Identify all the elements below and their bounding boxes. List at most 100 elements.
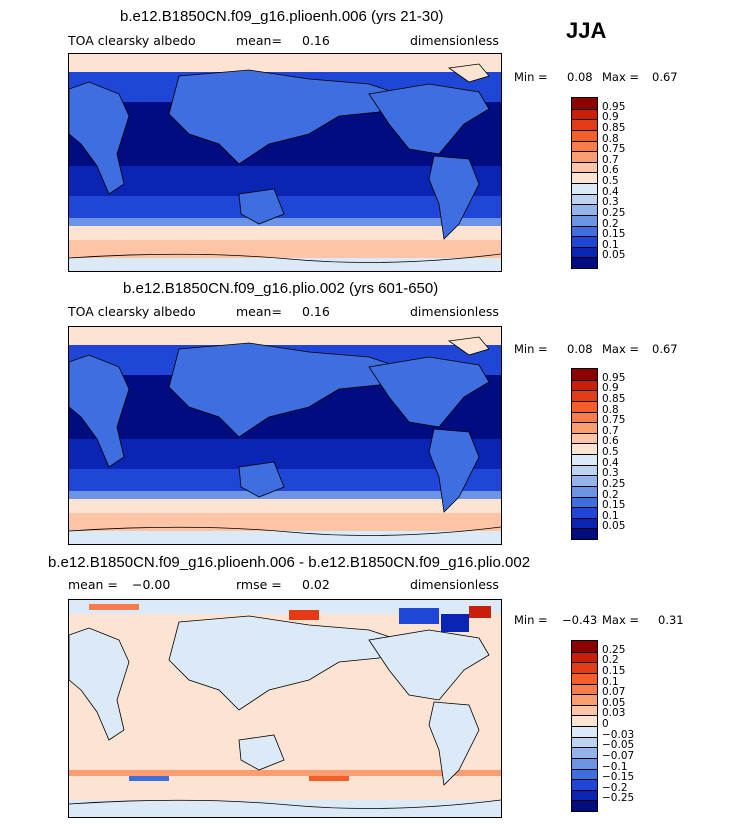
colorbar-swatch	[572, 454, 597, 465]
colorbar-swatch	[572, 651, 597, 663]
colorbar-tick-label: 0	[602, 718, 609, 730]
colorbar-swatch	[572, 257, 597, 268]
colorbar-swatch	[572, 736, 597, 748]
colorbar-swatch	[572, 715, 597, 726]
panel2-mean-label: mean=	[236, 304, 282, 319]
colorbar-swatch	[572, 475, 597, 486]
colorbar-swatch	[572, 151, 597, 162]
colorbar-swatch	[572, 225, 597, 237]
colorbar-tick-label: 0.25	[602, 206, 626, 219]
panel2-colorbar	[571, 368, 598, 540]
colorbar-tick-label: 0.7	[602, 153, 619, 166]
colorbar-swatch	[572, 517, 597, 529]
colorbar-tick-label: −0.05	[602, 739, 635, 752]
colorbar-swatch	[572, 747, 597, 758]
colorbar-tick-label: 0.9	[602, 111, 619, 124]
colorbar-tick-label: 0.05	[602, 520, 626, 533]
colorbar-swatch	[572, 443, 597, 454]
colorbar-tick-label: 0.15	[602, 499, 626, 512]
panel2-variable: TOA clearsky albedo	[68, 304, 196, 319]
colorbar-tick-label: 0.1	[602, 238, 619, 251]
colorbar-tick-label: 0.15	[602, 228, 626, 241]
panel3-mean-label: mean =	[68, 577, 118, 592]
panel1-colorbar	[571, 97, 598, 269]
colorbar-tick-label: 0.85	[602, 392, 626, 405]
colorbar-swatch	[572, 528, 597, 539]
colorbar-tick-label: 0.6	[602, 435, 619, 448]
colorbar-swatch	[572, 641, 597, 652]
colorbar-swatch	[572, 369, 597, 380]
colorbar-tick-label: 0.03	[602, 707, 626, 720]
colorbar-tick-label: 0.95	[602, 100, 626, 113]
colorbar-swatch	[572, 507, 597, 518]
colorbar-swatch	[572, 400, 597, 412]
colorbar-swatch	[572, 432, 597, 444]
colorbar-swatch	[572, 379, 597, 391]
colorbar-tick-label: 0.5	[602, 175, 619, 187]
panel3-title: b.e12.B1850CN.f09_g16.plioenh.006 - b.e1…	[48, 554, 531, 571]
colorbar-tick-label: 0.2	[602, 654, 619, 667]
colorbar-swatch	[572, 390, 597, 401]
panel3-max-label: Max =	[602, 613, 640, 627]
panel2-map	[68, 326, 502, 545]
panel3-min-value: −0.43	[562, 613, 598, 627]
panel1-variable: TOA clearsky albedo	[68, 33, 196, 48]
panel2-units: dimensionless	[410, 304, 499, 319]
panel3-min-label: Min =	[514, 613, 548, 627]
colorbar-tick-label: −0.03	[602, 728, 635, 741]
colorbar-tick-label: 0.07	[602, 686, 626, 699]
panel3-map	[68, 599, 502, 818]
colorbar-swatch	[572, 464, 597, 476]
colorbar-swatch	[572, 236, 597, 247]
panel1-max-label: Max =	[602, 70, 640, 84]
panel2-title: b.e12.B1850CN.f09_g16.plio.002 (yrs 601-…	[123, 280, 439, 297]
panel3-rmse-value: 0.02	[302, 577, 330, 592]
colorbar-tick-label: −0.07	[602, 749, 635, 762]
colorbar-tick-label: 0.85	[602, 121, 626, 134]
colorbar-swatch	[572, 704, 597, 716]
panel1-min-value: 0.08	[567, 70, 593, 84]
colorbar-tick-label: 0.95	[602, 371, 626, 384]
colorbar-swatch	[572, 496, 597, 508]
colorbar-tick-label: 0.25	[602, 477, 626, 490]
colorbar-tick-label: 0.2	[602, 488, 619, 501]
colorbar-swatch	[572, 779, 597, 790]
colorbar-tick-label: 0.9	[602, 382, 619, 395]
colorbar-tick-label: 0.8	[602, 403, 619, 416]
colorbar-swatch	[572, 662, 597, 673]
panel2-min-value: 0.08	[567, 342, 593, 356]
colorbar-swatch	[572, 161, 597, 173]
panel2-max-value: 0.67	[652, 342, 678, 356]
colorbar-swatch	[572, 183, 597, 194]
colorbar-swatch	[572, 108, 597, 120]
panel2-mean-value: 0.16	[302, 304, 330, 319]
colorbar-swatch	[572, 214, 597, 226]
colorbar-tick-label: 0.1	[602, 675, 619, 688]
panel1-units: dimensionless	[410, 33, 499, 48]
colorbar-swatch	[572, 129, 597, 141]
colorbar-swatch	[572, 485, 597, 497]
colorbar-tick-label: 0.1	[602, 509, 619, 522]
colorbar-swatch	[572, 789, 597, 801]
colorbar-swatch	[572, 193, 597, 205]
colorbar-tick-label: 0.05	[602, 249, 626, 262]
colorbar-tick-label: 0.25	[602, 643, 626, 656]
colorbar-tick-label: 0.3	[602, 467, 619, 480]
panel1-title: b.e12.B1850CN.f09_g16.plioenh.006 (yrs 2…	[120, 8, 444, 25]
season-label: JJA	[566, 18, 607, 43]
colorbar-swatch	[572, 757, 597, 769]
colorbar-swatch	[572, 246, 597, 258]
colorbar-swatch	[572, 768, 597, 780]
panel2-min-label: Min =	[514, 342, 548, 356]
panel3-mean-value: −0.00	[132, 577, 171, 592]
colorbar-tick-label: 0.6	[602, 164, 619, 177]
colorbar-swatch	[572, 204, 597, 215]
panel1-map	[68, 53, 502, 272]
colorbar-swatch	[572, 172, 597, 183]
colorbar-tick-label: 0.05	[602, 696, 626, 709]
colorbar-tick-label: 0.3	[602, 196, 619, 209]
colorbar-swatch	[572, 683, 597, 695]
colorbar-swatch	[572, 672, 597, 684]
colorbar-tick-label: −0.1	[602, 760, 628, 773]
colorbar-tick-label: 0.15	[602, 664, 626, 677]
